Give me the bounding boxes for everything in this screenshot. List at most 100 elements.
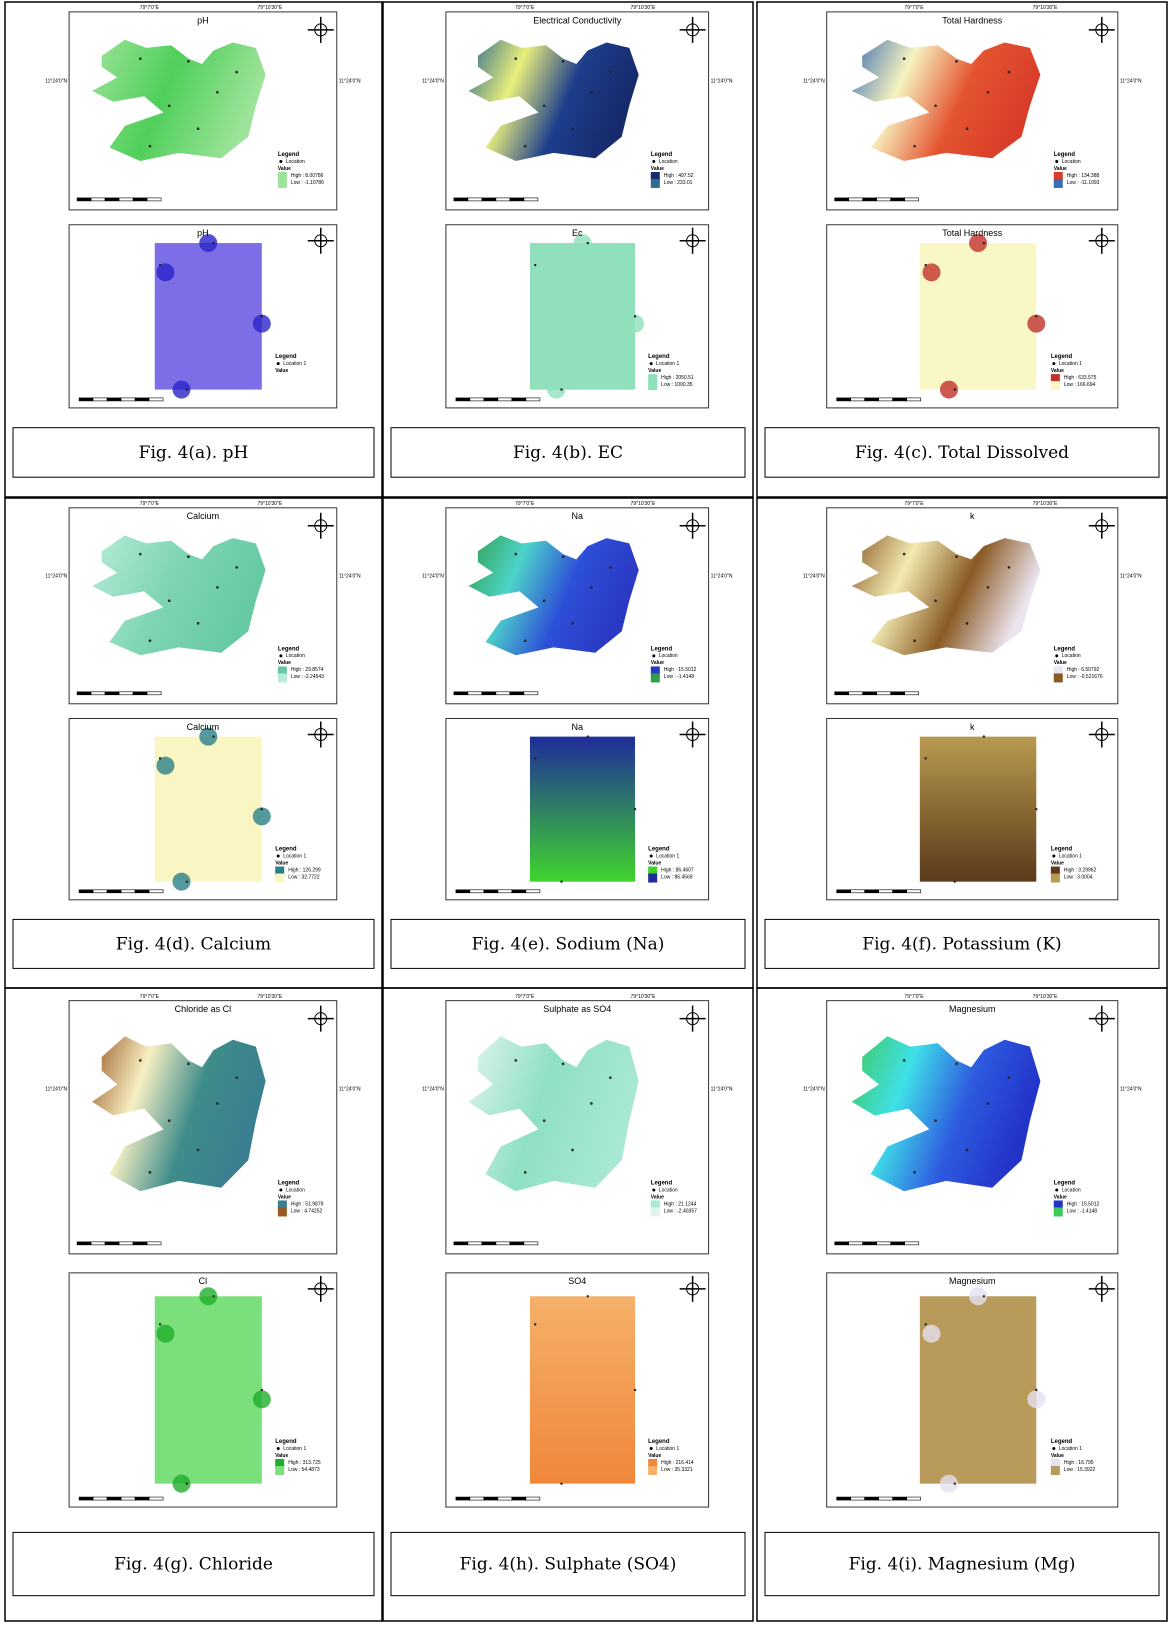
scale-bar <box>865 890 879 893</box>
legend-location: Location <box>1062 653 1081 659</box>
legend-title: Legend <box>275 847 297 853</box>
location-point <box>913 1171 916 1174</box>
scale-bar <box>470 398 484 401</box>
location-point <box>587 242 589 244</box>
coord-label: 79°10'30"E <box>1033 501 1058 507</box>
legend-location: Location 1 <box>1059 853 1082 859</box>
scale-bar <box>905 1242 919 1245</box>
scale-bar <box>879 1497 893 1500</box>
coord-label: 11°24'0"N <box>339 574 361 580</box>
location-point <box>562 60 565 63</box>
coord-label: 11°24'0"N <box>711 1087 733 1093</box>
location-point <box>524 639 527 642</box>
location-point <box>543 104 546 107</box>
scale-bar <box>851 398 865 401</box>
scale-bar <box>482 198 496 201</box>
location-symbol <box>650 1447 653 1450</box>
map-title: Total Hardness <box>942 15 1003 25</box>
legend-location: Location 1 <box>283 1446 306 1452</box>
legend-title: Legend <box>275 354 297 360</box>
location-point <box>966 622 969 625</box>
legend-low: Low : 233.01 <box>664 180 693 186</box>
location-point <box>954 880 956 882</box>
location-point <box>149 1171 152 1174</box>
legend-location: Location 1 <box>656 1446 679 1452</box>
location-point <box>934 1119 937 1122</box>
raster-surface <box>530 737 635 882</box>
legend-high: High : 29.8574 <box>291 667 324 673</box>
scale-bar <box>877 692 891 695</box>
location-symbol <box>277 1447 280 1450</box>
scale-bar <box>135 1497 149 1500</box>
coord-label: 11°24'0"N <box>1120 79 1142 85</box>
figure-caption: Fig. 4(b). EC <box>513 443 623 463</box>
legend-location: Location 1 <box>656 361 679 367</box>
figure-panel: k79°7'0"E79°10'30"E11°24'0"N11°24'0"NLeg… <box>757 498 1167 988</box>
location-point <box>924 757 926 759</box>
legend-value: Value <box>1054 1194 1067 1200</box>
scale-bar <box>510 1242 524 1245</box>
location-point <box>534 757 536 759</box>
legend-low: Low : -0.521676 <box>1067 674 1103 680</box>
legend-high: High : 21.1244 <box>664 1201 697 1207</box>
location-point <box>1008 1076 1011 1079</box>
map-region <box>852 535 1041 655</box>
location-point <box>634 315 636 317</box>
legend-high: High : 15.5012 <box>664 667 697 673</box>
location-point <box>571 1149 574 1152</box>
scale-bar <box>77 1242 91 1245</box>
location-point <box>560 880 562 882</box>
legend-low: Low : -2.24543 <box>291 674 324 680</box>
map-region <box>92 1036 266 1191</box>
coord-label: 79°7'0"E <box>904 994 924 1000</box>
location-symbol <box>279 160 282 163</box>
location-point <box>168 1119 171 1122</box>
coord-label: 79°7'0"E <box>515 501 535 507</box>
scale-bar <box>79 890 93 893</box>
location-symbol <box>279 654 282 657</box>
location-point <box>913 639 916 642</box>
legend-location: Location <box>659 1187 678 1193</box>
legend-high: High : 216.414 <box>661 1460 694 1466</box>
scale-bar <box>149 890 163 893</box>
map-title: Cl <box>199 1276 208 1286</box>
location-point <box>159 757 161 759</box>
scale-bar <box>837 1497 851 1500</box>
raster-surface <box>530 243 635 390</box>
map-title: Electrical Conductivity <box>533 15 622 25</box>
scale-bar <box>484 398 498 401</box>
scale-bar <box>468 198 482 201</box>
location-point <box>955 1063 958 1066</box>
scale-bar <box>851 890 865 893</box>
figure-caption: Fig. 4(d). Calcium <box>116 934 271 954</box>
legend-title: Legend <box>275 1439 297 1445</box>
legend-low: Low : -1.10786 <box>291 180 324 186</box>
legend-high: High : 15.5012 <box>1067 1201 1100 1207</box>
coord-label: 11°24'0"N <box>45 79 67 85</box>
legend-swatch-low <box>275 1466 284 1475</box>
location-point <box>913 145 916 148</box>
location-point <box>159 1323 161 1325</box>
location-point <box>1008 71 1011 74</box>
location-point <box>609 71 612 74</box>
location-point <box>934 104 937 107</box>
scale-bar <box>863 692 877 695</box>
legend-swatch-low <box>278 673 287 682</box>
legend-swatch-low <box>651 179 660 188</box>
raster-surface <box>920 1296 1036 1483</box>
location-point <box>924 1323 926 1325</box>
raster-hotspot <box>156 263 174 281</box>
map-region <box>92 535 266 655</box>
legend-value: Value <box>651 660 664 666</box>
legend-location: Location <box>286 159 305 165</box>
location-point <box>1035 808 1037 810</box>
coord-label: 79°10'30"E <box>631 994 656 1000</box>
legend-swatch-low <box>1054 1207 1063 1216</box>
scale-bar <box>879 398 893 401</box>
legend-value: Value <box>275 368 288 374</box>
scale-bar <box>510 692 524 695</box>
legend-title: Legend <box>1051 847 1073 853</box>
scale-bar <box>835 1242 849 1245</box>
location-point <box>197 1149 200 1152</box>
